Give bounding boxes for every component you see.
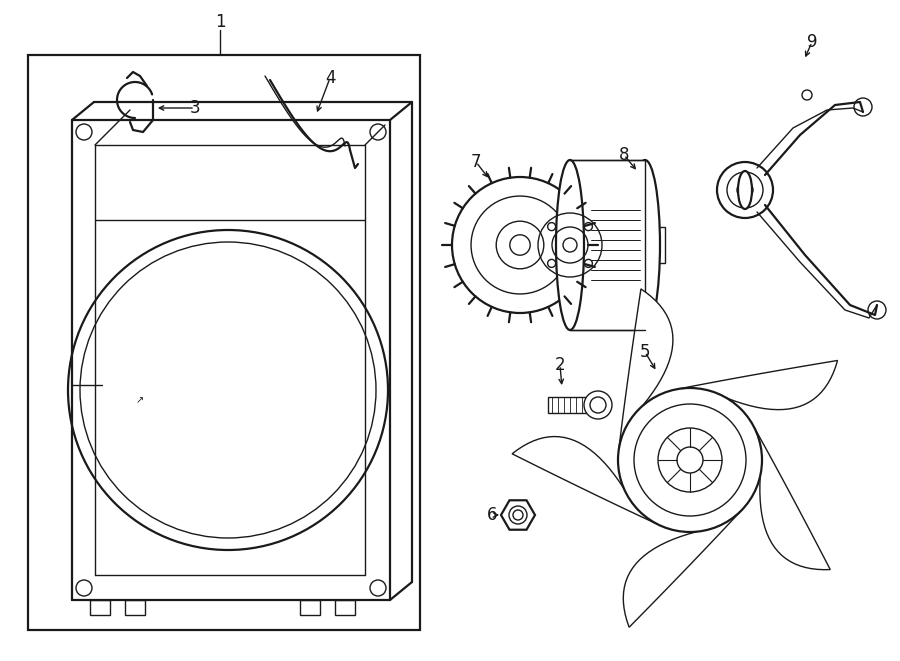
Text: 7: 7 (471, 153, 482, 171)
Circle shape (618, 388, 762, 532)
Text: 8: 8 (619, 146, 629, 164)
Ellipse shape (738, 171, 752, 209)
Circle shape (496, 221, 544, 269)
Bar (90, 600, 110, 615)
Text: 5: 5 (640, 343, 650, 361)
Ellipse shape (630, 160, 660, 330)
Polygon shape (512, 436, 657, 524)
Polygon shape (624, 511, 741, 627)
Text: 2: 2 (554, 356, 565, 374)
Circle shape (452, 177, 588, 313)
Circle shape (634, 404, 746, 516)
Bar (335, 600, 355, 615)
Ellipse shape (556, 160, 584, 330)
Circle shape (677, 447, 703, 473)
Circle shape (509, 235, 530, 255)
Polygon shape (501, 500, 535, 529)
Text: 6: 6 (487, 506, 497, 524)
Polygon shape (679, 360, 838, 410)
Text: 4: 4 (325, 69, 335, 87)
Circle shape (717, 162, 773, 218)
Bar (125, 600, 145, 615)
Text: 9: 9 (806, 33, 817, 51)
Bar (548, 397, 590, 413)
Bar (300, 600, 320, 615)
Circle shape (658, 428, 722, 492)
Circle shape (471, 196, 569, 294)
Bar (570, 160, 645, 330)
Polygon shape (619, 289, 673, 449)
Circle shape (584, 391, 612, 419)
Text: 1: 1 (215, 13, 225, 31)
Bar (588, 205, 643, 285)
Bar (643, 227, 665, 263)
Polygon shape (754, 427, 831, 570)
Text: ↗: ↗ (136, 395, 144, 405)
Bar (28, 55, 420, 630)
Text: 3: 3 (190, 99, 201, 117)
